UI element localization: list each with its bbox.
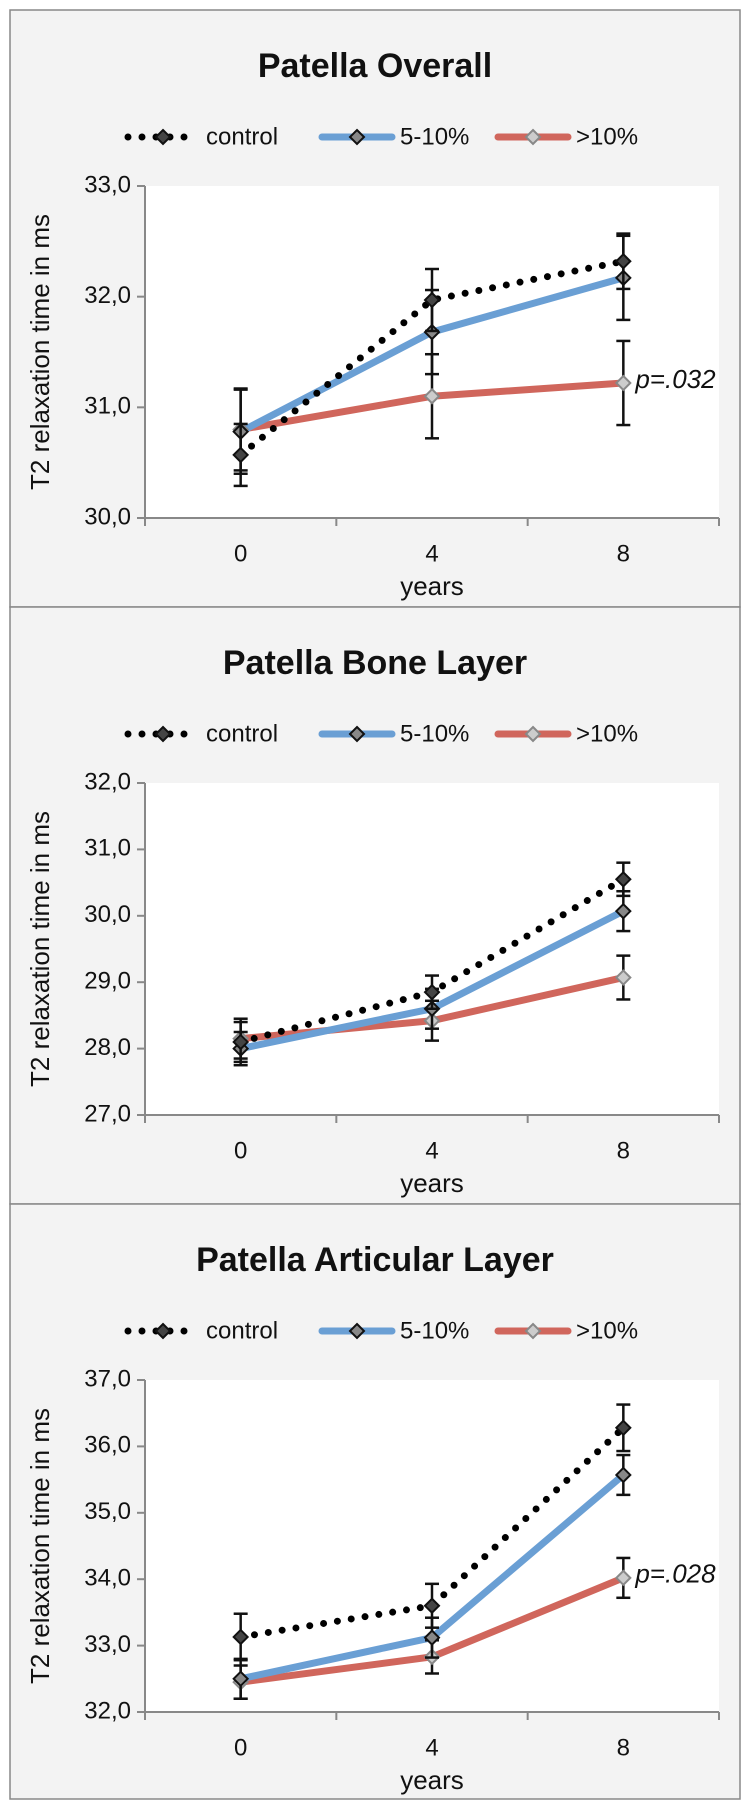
legend-marker bbox=[524, 128, 542, 146]
marker bbox=[614, 252, 632, 270]
legend-label: 5-10% bbox=[400, 123, 469, 150]
y-tick-label: 33,0 bbox=[84, 171, 131, 198]
x-tick-label: 4 bbox=[425, 540, 438, 567]
y-tick-label: 31,0 bbox=[84, 393, 131, 420]
legend-label: 5-10% bbox=[400, 720, 469, 747]
marker bbox=[232, 1670, 250, 1688]
annotation: p=.032 bbox=[634, 364, 716, 394]
legend-label: >10% bbox=[576, 720, 638, 747]
marker bbox=[614, 1569, 632, 1587]
marker bbox=[614, 1466, 632, 1484]
marker bbox=[614, 374, 632, 392]
marker bbox=[232, 446, 250, 464]
marker bbox=[423, 983, 441, 1001]
legend-marker bbox=[524, 1322, 542, 1340]
chart-title: Patella Bone Layer bbox=[223, 644, 527, 682]
marker bbox=[614, 1419, 632, 1437]
y-tick-label: 36,0 bbox=[84, 1432, 131, 1459]
x-tick-label: 0 bbox=[234, 1734, 247, 1761]
y-tick-label: 31,0 bbox=[84, 835, 131, 862]
y-tick-label: 35,0 bbox=[84, 1498, 131, 1525]
plot-area bbox=[145, 783, 719, 1115]
marker bbox=[614, 969, 632, 986]
y-tick-label: 32,0 bbox=[84, 1697, 131, 1724]
legend-marker bbox=[154, 1322, 172, 1340]
y-tick-label: 32,0 bbox=[84, 282, 131, 309]
y-tick-label: 28,0 bbox=[84, 1034, 131, 1061]
legend-label: >10% bbox=[576, 1317, 638, 1344]
legend-label: control bbox=[206, 123, 278, 150]
x-axis-label: years bbox=[400, 571, 464, 601]
marker bbox=[614, 902, 632, 920]
y-tick-label: 27,0 bbox=[84, 1100, 131, 1127]
marker bbox=[423, 387, 441, 405]
x-tick-label: 4 bbox=[425, 1137, 438, 1164]
x-tick-label: 8 bbox=[617, 1137, 630, 1164]
legend-label: control bbox=[206, 720, 278, 747]
legend-marker bbox=[348, 1322, 366, 1340]
chart-title: Patella Overall bbox=[258, 47, 492, 85]
marker bbox=[614, 870, 632, 888]
y-tick-label: 30,0 bbox=[84, 503, 131, 530]
annotation: p=.028 bbox=[634, 1559, 716, 1589]
y-axis-label: T2 relaxation time in ms bbox=[25, 1408, 55, 1684]
y-tick-label: 29,0 bbox=[84, 968, 131, 995]
y-tick-label: 33,0 bbox=[84, 1631, 131, 1658]
marker bbox=[232, 1628, 250, 1646]
y-tick-label: 34,0 bbox=[84, 1565, 131, 1592]
legend-label: >10% bbox=[576, 123, 638, 150]
marker bbox=[423, 291, 441, 309]
x-axis-label: years bbox=[400, 1168, 464, 1198]
y-tick-label: 30,0 bbox=[84, 901, 131, 928]
chart-title: Patella Articular Layer bbox=[196, 1241, 554, 1279]
legend-marker bbox=[348, 725, 366, 743]
x-tick-label: 0 bbox=[234, 1137, 247, 1164]
y-tick-label: 32,0 bbox=[84, 768, 131, 795]
legend-marker bbox=[524, 725, 542, 743]
x-tick-label: 0 bbox=[234, 540, 247, 567]
x-tick-label: 8 bbox=[617, 540, 630, 567]
marker bbox=[423, 1597, 441, 1615]
y-tick-label: 37,0 bbox=[84, 1365, 131, 1392]
x-tick-label: 8 bbox=[617, 1734, 630, 1761]
x-tick-label: 4 bbox=[425, 1734, 438, 1761]
legend-marker bbox=[154, 725, 172, 743]
legend-label: 5-10% bbox=[400, 1317, 469, 1344]
legend-label: control bbox=[206, 1317, 278, 1344]
legend-marker bbox=[154, 128, 172, 146]
x-axis-label: years bbox=[400, 1765, 464, 1795]
series-line bbox=[237, 257, 627, 459]
legend-marker bbox=[348, 128, 366, 146]
y-axis-label: T2 relaxation time in ms bbox=[25, 214, 55, 490]
marker bbox=[232, 1033, 250, 1051]
marker bbox=[423, 1629, 441, 1647]
y-axis-label: T2 relaxation time in ms bbox=[25, 811, 55, 1087]
